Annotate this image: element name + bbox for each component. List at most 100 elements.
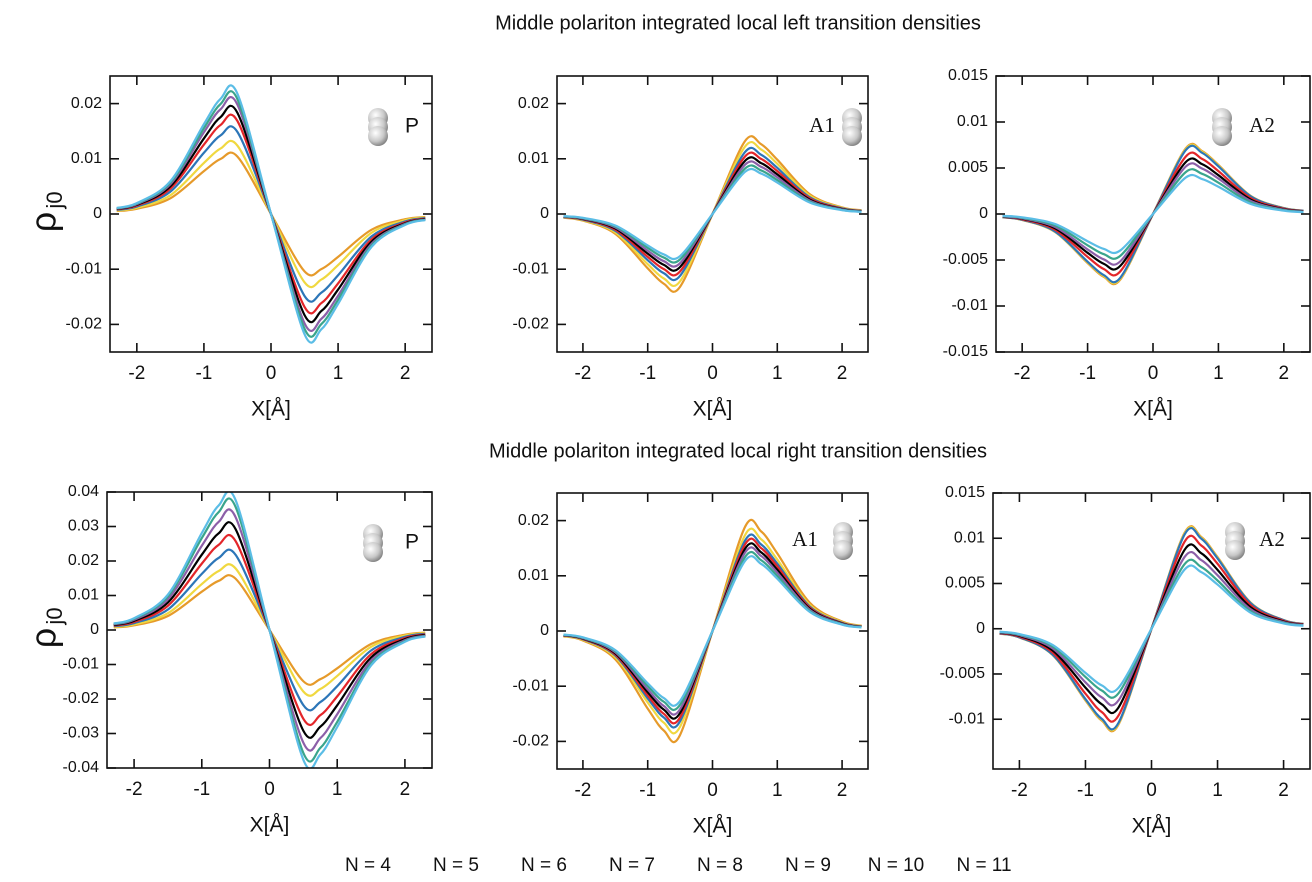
x-tick-label: 2: [1279, 363, 1290, 384]
x-tick-label: 0: [1146, 780, 1157, 801]
y-tick-label: 0.015: [948, 67, 988, 84]
y-tick-label: 0: [90, 621, 99, 638]
molecule-icon: [1212, 108, 1232, 146]
y-tick-label: 0.01: [68, 587, 99, 604]
x-tick-label: 1: [772, 363, 783, 384]
x-tick-label: 2: [400, 779, 411, 800]
y-tick-label: 0: [976, 620, 985, 637]
x-tick-label: -1: [639, 363, 656, 384]
y-tick-label: 0.005: [945, 575, 985, 592]
data-line: [116, 84, 426, 344]
x-axis-label: X[Å]: [693, 398, 733, 421]
plot-area: [999, 525, 1304, 733]
x-axis-label: X[Å]: [693, 815, 733, 838]
y-tick-label: 0: [540, 622, 549, 639]
section-title: Middle polariton integrated local left t…: [495, 12, 981, 34]
annotation: P: [405, 115, 419, 138]
x-tick-label: -1: [1077, 780, 1094, 801]
legend-entry: N = 10: [868, 855, 925, 876]
x-tick-label: -2: [574, 363, 591, 384]
y-tick-label: -0.02: [513, 316, 550, 333]
chart-panel: -2 -1 0 1 2 -0.01 -0.005 0 0.005 0.01 0.015 X[Å] A2: [940, 484, 1311, 838]
y-tick-label: 0: [93, 205, 102, 222]
y-tick-label: 0.02: [68, 552, 99, 569]
x-tick-label: 1: [1213, 363, 1224, 384]
x-axis-label: X[Å]: [250, 814, 290, 837]
y-tick-label: 0.005: [948, 159, 988, 176]
x-tick-label: 0: [1148, 363, 1159, 384]
legend-entry: N = 8: [697, 855, 743, 876]
y-tick-label: -0.01: [949, 710, 986, 727]
x-tick-label: -2: [1014, 363, 1031, 384]
atom: [1212, 126, 1232, 146]
x-tick-label: 1: [1212, 780, 1223, 801]
y-tick-label: 0.04: [68, 483, 99, 500]
y-tick-label: 0.02: [71, 95, 102, 112]
y-tick-label: 0.01: [957, 113, 988, 130]
y-tick-label: -0.005: [940, 665, 985, 682]
y-axis-label-sub: j0: [42, 607, 67, 625]
atom: [363, 542, 383, 562]
y-axis-label: ρ j0: [23, 607, 67, 648]
legend-entry: N = 7: [609, 855, 655, 876]
annotation: A1: [809, 113, 835, 137]
plot-area: [113, 492, 426, 768]
y-tick-label: 0.015: [945, 484, 985, 501]
x-tick-label: 2: [837, 363, 848, 384]
y-tick-label: -0.02: [63, 690, 100, 707]
atom: [368, 126, 388, 146]
y-tick-label: 0.01: [71, 150, 102, 167]
x-tick-label: 0: [707, 363, 718, 384]
y-axis-label-main: ρ: [23, 212, 64, 232]
y-tick-label: 0.01: [518, 150, 549, 167]
x-tick-label: 2: [837, 780, 848, 801]
chart-panel: -2 -1 0 1 2 -0.04 -0.03 -0.02 -0.01 0 0.01 0.02 0.03…: [23, 483, 433, 837]
x-tick-label: 0: [264, 779, 275, 800]
atom: [833, 540, 853, 560]
y-tick-label: -0.01: [513, 260, 550, 277]
atom: [842, 126, 862, 146]
plot-area: [563, 518, 862, 744]
y-tick-label: 0: [540, 205, 549, 222]
annotation: A2: [1249, 113, 1275, 137]
plot-area: [1002, 142, 1304, 286]
chart-panel: -2 -1 0 1 2 -0.02 -0.01 0 0.01 0.02 X[Å] ρ j0 P: [23, 75, 433, 421]
x-tick-label: -1: [195, 363, 212, 384]
y-tick-label: -0.005: [943, 251, 988, 268]
x-tick-label: 2: [400, 363, 411, 384]
x-tick-label: -2: [574, 780, 591, 801]
y-tick-label: 0.02: [518, 512, 549, 529]
y-tick-label: -0.01: [63, 656, 100, 673]
data-line: [563, 167, 862, 261]
plot-area: [563, 135, 862, 293]
molecule-icon: [842, 108, 862, 146]
x-tick-label: -2: [128, 363, 145, 384]
molecule-icon: [368, 108, 388, 146]
legend-entry: N = 6: [521, 855, 567, 876]
y-tick-label: 0.01: [518, 567, 549, 584]
legend-entry: N = 11: [956, 855, 1011, 876]
y-tick-label: -0.04: [63, 759, 100, 776]
plot-area: [116, 84, 426, 344]
data-line: [113, 492, 426, 768]
y-tick-label: -0.02: [66, 316, 103, 333]
annotation: P: [405, 531, 419, 554]
data-line: [999, 564, 1304, 693]
legend-entry: N = 5: [433, 855, 479, 876]
molecule-icon: [363, 524, 383, 562]
x-tick-label: -2: [1011, 780, 1028, 801]
y-tick-label: -0.01: [952, 297, 989, 314]
x-axis-label: X[Å]: [1132, 815, 1172, 838]
y-tick-label: -0.02: [513, 733, 550, 750]
x-tick-label: -1: [193, 779, 210, 800]
x-tick-label: 1: [332, 779, 343, 800]
x-axis-label: X[Å]: [1133, 398, 1173, 421]
chart-panel: -2 -1 0 1 2 -0.02 -0.01 0 0.01 0.02 X[Å] A1: [513, 492, 869, 838]
y-tick-label: -0.015: [943, 343, 988, 360]
section-title: Middle polariton integrated local right …: [489, 440, 987, 462]
molecule-icon: [1225, 522, 1245, 560]
legend-entry: N = 4: [345, 855, 391, 876]
chart-panel: -2 -1 0 1 2 -0.02 -0.01 0 0.01 0.02 X[Å] A1: [513, 75, 869, 421]
